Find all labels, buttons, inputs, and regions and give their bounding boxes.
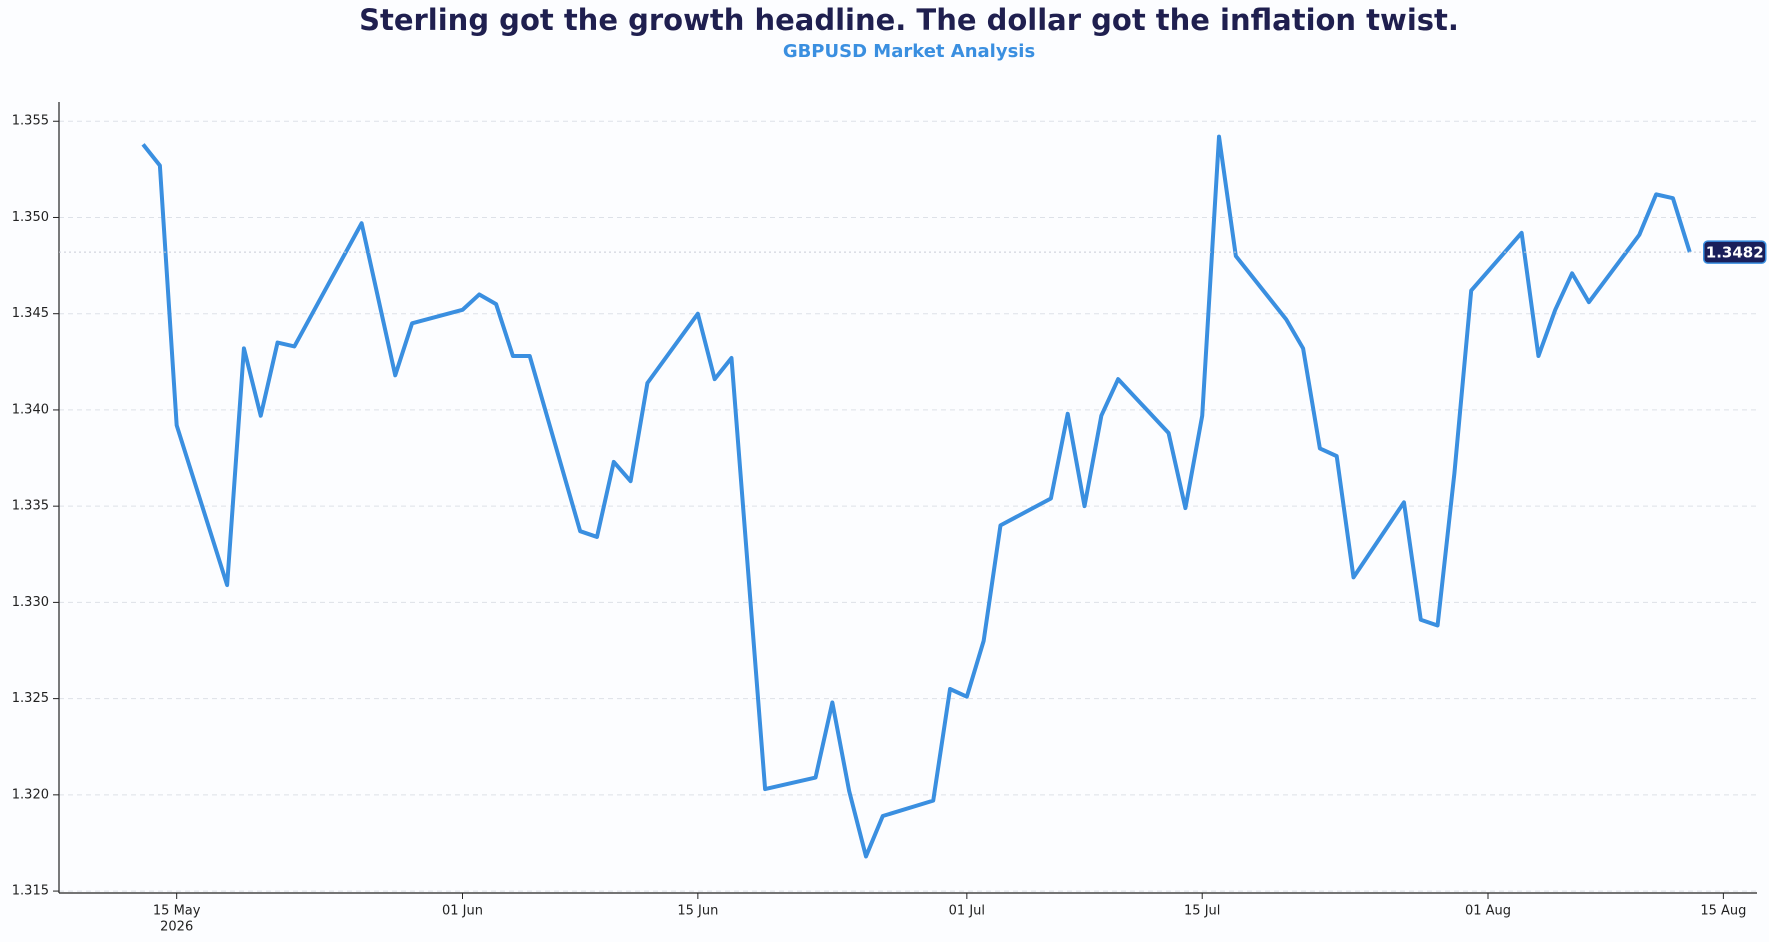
chart-title: Sterling got the growth headline. The do… xyxy=(359,3,1459,37)
y-tick-label: 1.330 xyxy=(12,595,49,610)
x-tick-label: 15 Jul xyxy=(1184,904,1220,919)
y-tick-label: 1.350 xyxy=(12,210,49,225)
y-tick-label: 1.315 xyxy=(12,884,49,899)
y-tick-label: 1.355 xyxy=(12,114,49,129)
price-line xyxy=(141,134,1692,859)
x-tick-label: 15 Jun xyxy=(677,904,718,919)
y-tick-label: 1.325 xyxy=(12,691,49,706)
x-year-label: 2026 xyxy=(160,920,193,935)
x-tick-label: 15 Aug xyxy=(1700,904,1746,919)
x-tick-label: 15 May xyxy=(153,904,201,919)
chart-subtitle: GBPUSD Market Analysis xyxy=(783,41,1035,62)
x-tick-label: 01 Jul xyxy=(949,904,985,919)
x-tick-label: 01 Aug xyxy=(1465,904,1511,919)
badge-box xyxy=(1703,240,1767,264)
y-tick-label: 1.345 xyxy=(12,306,49,321)
last-value-label: 1.3482 xyxy=(1706,244,1764,262)
y-tick-label: 1.320 xyxy=(12,787,49,802)
y-tick-label: 1.340 xyxy=(12,402,49,417)
last-value-badge: 1.3482 xyxy=(1703,240,1767,264)
y-tick-label: 1.335 xyxy=(12,499,49,514)
x-tick-label: 01 Jun xyxy=(442,904,483,919)
